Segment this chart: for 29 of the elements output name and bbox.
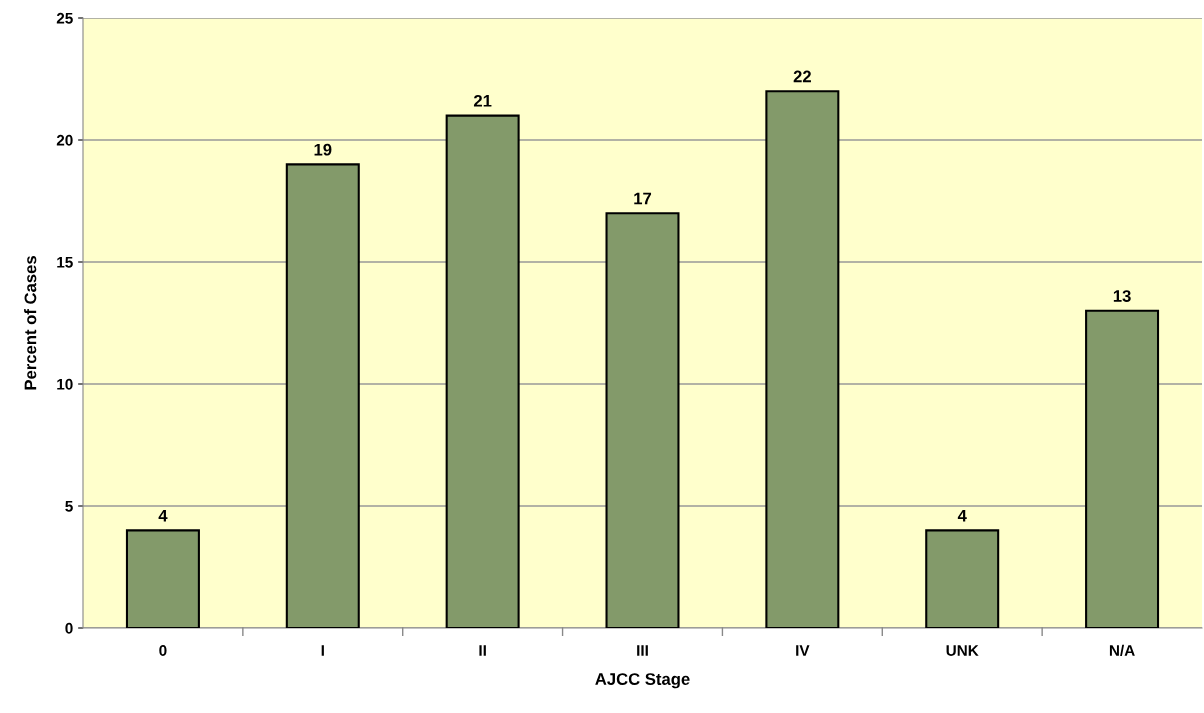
data-label: 4 <box>957 509 967 522</box>
bar <box>765 90 840 628</box>
x-tick-label: I <box>321 645 324 656</box>
y-axis-title: Percent of Cases <box>24 256 37 390</box>
y-tick-label: 0 <box>65 622 73 634</box>
y-tick-label: 20 <box>56 134 73 146</box>
x-axis-title: AJCC Stage <box>595 673 690 689</box>
data-label: 19 <box>314 143 332 156</box>
data-label: 13 <box>1113 290 1131 302</box>
y-tick-label: 5 <box>65 501 73 512</box>
data-label: 4 <box>158 509 168 522</box>
y-tick-label: 25 <box>56 12 73 24</box>
bar <box>445 114 520 628</box>
x-tick-label: IV <box>796 645 810 656</box>
data-label: 21 <box>473 94 492 107</box>
x-tick-label: N/A <box>1109 644 1135 657</box>
x-tick-label: 0 <box>159 645 167 656</box>
data-label: 17 <box>634 192 652 205</box>
x-tick-label: UNK <box>946 645 979 656</box>
x-tick-label: II <box>479 645 486 656</box>
y-tick-label: 10 <box>57 378 73 390</box>
x-tick-label: III <box>637 645 648 656</box>
bar <box>605 212 680 628</box>
bar <box>285 163 360 628</box>
bar <box>125 529 200 628</box>
bar <box>1085 309 1160 628</box>
data-label: 22 <box>793 70 811 83</box>
y-tick-label: 15 <box>57 257 73 268</box>
bar <box>925 529 1000 628</box>
